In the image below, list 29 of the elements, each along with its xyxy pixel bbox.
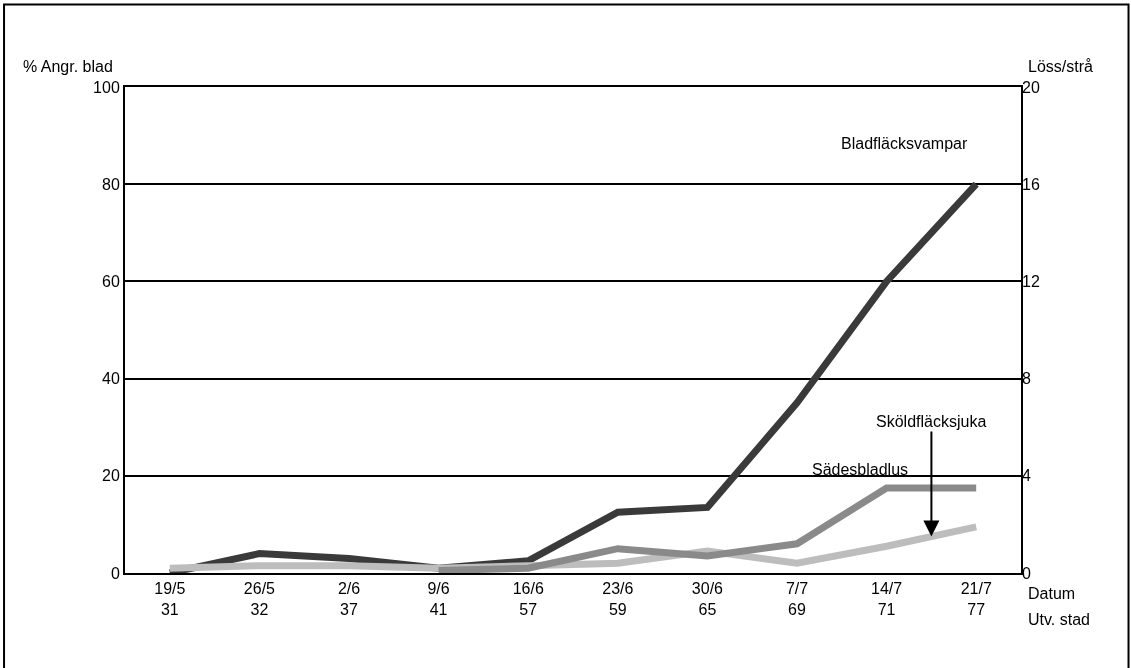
text: Bladfläcksvampar — [841, 135, 968, 152]
y2-tick-label: 16 — [1022, 175, 1040, 193]
y-tick-label: 60 — [102, 273, 120, 290]
y2-tick-label: 8 — [1022, 370, 1031, 388]
x-tick-label: 2/6 37 — [337, 580, 361, 618]
y-tick-label: 40 — [102, 370, 120, 388]
y-tick-label: 0 — [110, 564, 120, 582]
x-tick-label: 21/7 77 — [960, 580, 992, 618]
x-tick-label: 23/6 59 — [602, 580, 634, 618]
x-tick-label: 9/6 41 — [427, 580, 450, 618]
x-tick-label: 7/7 69 — [785, 580, 809, 618]
text: Datum — [1028, 585, 1076, 602]
y2-tick-label: 0 — [1022, 564, 1031, 582]
y-axis-title: % Angr. blad — [23, 58, 113, 75]
text: Sköldfläcksjuka — [876, 413, 987, 430]
y2-tick-label: 4 — [1022, 467, 1031, 485]
y-tick-label: 80 — [102, 175, 120, 193]
y-tick-label: 100 — [93, 78, 120, 96]
y2-axis-title: Löss/strå — [1028, 58, 1094, 75]
x-tick-label: 19/5 31 — [154, 580, 186, 618]
x-tick-label: 16/6 57 — [512, 580, 544, 618]
x-tick-label: 30/6 65 — [691, 580, 724, 618]
y-tick-label: 20 — [102, 467, 120, 485]
x-tick-label: 26/5 32 — [243, 580, 276, 618]
y2-tick-label: 20 — [1022, 78, 1040, 96]
series-label: Sädesbladlus — [812, 461, 909, 478]
y2-tick-label: 12 — [1022, 273, 1040, 290]
text: Utv. stad — [1028, 611, 1090, 628]
x-tick-label: 14/7 71 — [871, 580, 903, 618]
